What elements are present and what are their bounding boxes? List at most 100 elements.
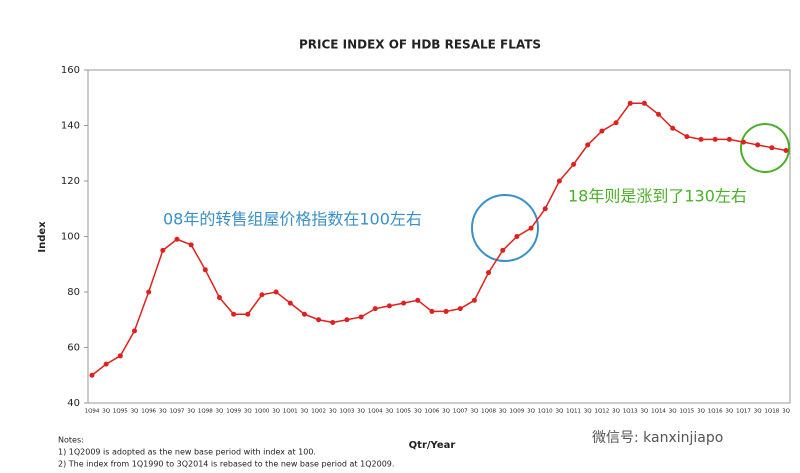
data-point [287, 300, 293, 306]
x-tick-label: 3Q [725, 409, 733, 415]
data-point [528, 225, 534, 231]
x-tick-label: 3Q [414, 409, 422, 415]
data-point [741, 139, 747, 145]
x-tick-label: 1Q05 [396, 409, 411, 415]
data-point [160, 247, 166, 253]
data-point [216, 295, 222, 301]
data-point [542, 206, 548, 212]
data-point [117, 353, 123, 359]
x-tick-label: 1Q17 [736, 409, 751, 415]
data-point [613, 120, 619, 126]
x-tick-label: 1Q94 [85, 409, 100, 415]
x-tick-label: 3Q [442, 409, 450, 415]
data-point [783, 147, 789, 153]
data-point [443, 308, 449, 314]
data-point [684, 134, 690, 140]
x-tick-label: 1Q13 [623, 409, 638, 415]
data-point [670, 125, 676, 131]
x-tick-label: 1Q12 [594, 409, 609, 415]
data-point [698, 136, 704, 142]
x-tick-label: 3Q [102, 409, 110, 415]
x-tick-label: 3Q [357, 409, 365, 415]
x-tick-label: 1Q00 [255, 409, 270, 415]
x-tick-label: 1Q01 [283, 409, 298, 415]
x-tick-label: 1Q07 [453, 409, 468, 415]
y-tick-label: 160 [61, 65, 80, 76]
x-tick-label: 3Q [187, 409, 195, 415]
data-point [571, 161, 577, 167]
x-tick-label: 3Q [131, 409, 139, 415]
data-point [486, 270, 492, 276]
data-point [146, 289, 152, 295]
x-tick-label: 3Q [612, 409, 620, 415]
x-tick-label: 3Q [329, 409, 337, 415]
x-tick-label: 1Q03 [340, 409, 355, 415]
data-point [245, 311, 251, 317]
data-point [202, 267, 208, 273]
data-point [656, 111, 662, 117]
x-tick-label: 3Q [697, 409, 705, 415]
x-tick-label: 3Q [386, 409, 394, 415]
x-tick-label: 3Q [640, 409, 648, 415]
data-point [769, 145, 775, 151]
y-tick-label: 40 [67, 398, 80, 409]
note: 1) 1Q2009 is adopted as the new base per… [58, 448, 316, 457]
watermark: 微信号: kanxinjiapo [592, 430, 723, 446]
data-point [627, 100, 633, 106]
x-tick-label: 1Q99 [226, 409, 241, 415]
x-tick-label: 1Q04 [368, 409, 383, 415]
x-tick-label: 3Q [669, 409, 677, 415]
data-point [599, 128, 605, 134]
x-tick-label: 1Q06 [425, 409, 440, 415]
x-tick-label: 1Q16 [708, 409, 723, 415]
data-point [330, 320, 336, 326]
y-tick-label: 140 [61, 121, 80, 132]
data-point [514, 234, 520, 239]
x-tick-label: 3Q [159, 409, 167, 415]
x-tick-label: 3Q [499, 409, 507, 415]
x-tick-label: 1Q09 [509, 409, 524, 415]
data-point [585, 142, 591, 148]
data-point [401, 300, 407, 306]
x-tick-label: 1Q98 [198, 409, 213, 415]
data-point [231, 311, 237, 317]
note: 2) The index from 1Q1990 to 3Q2014 is re… [58, 460, 394, 469]
x-tick-label: 1Q96 [141, 409, 156, 415]
y-tick-label: 60 [67, 343, 80, 354]
y-axis-label: Index [37, 221, 48, 253]
data-point [415, 297, 421, 303]
x-tick-label: 3Q [584, 409, 592, 415]
chart-title: PRICE INDEX OF HDB RESALE FLATS [299, 38, 541, 52]
data-point [316, 317, 322, 323]
data-point [386, 303, 392, 309]
data-point [89, 372, 95, 378]
plot-frame [87, 69, 791, 404]
x-tick-label: 3Q [244, 409, 252, 415]
data-point [301, 311, 307, 317]
data-point [457, 306, 463, 312]
data-point [556, 178, 562, 184]
data-point [131, 328, 137, 334]
data-point [429, 308, 435, 314]
x-tick-label: 3Q [470, 409, 478, 415]
data-line [91, 102, 787, 376]
y-tick-label: 100 [61, 232, 80, 243]
y-tick-label: 80 [67, 287, 80, 298]
x-tick-label: 1Q97 [170, 409, 185, 415]
data-point [641, 100, 647, 106]
data-point [712, 136, 718, 142]
x-tick-label: 1Q10 [538, 409, 553, 415]
data-point [755, 142, 761, 148]
highlight-circle [471, 194, 539, 262]
x-tick-label: 1Q11 [566, 409, 581, 415]
x-tick-label: 3Q [527, 409, 535, 415]
x-tick-label: 3Q [301, 409, 309, 415]
x-tick-label: 3Q [216, 409, 224, 415]
x-tick-label: 1Q08 [481, 409, 496, 415]
note: Notes: [58, 436, 84, 445]
x-tick-label: 3Q [754, 409, 762, 415]
data-point [344, 317, 350, 323]
data-point [500, 247, 506, 253]
data-point [103, 361, 109, 367]
